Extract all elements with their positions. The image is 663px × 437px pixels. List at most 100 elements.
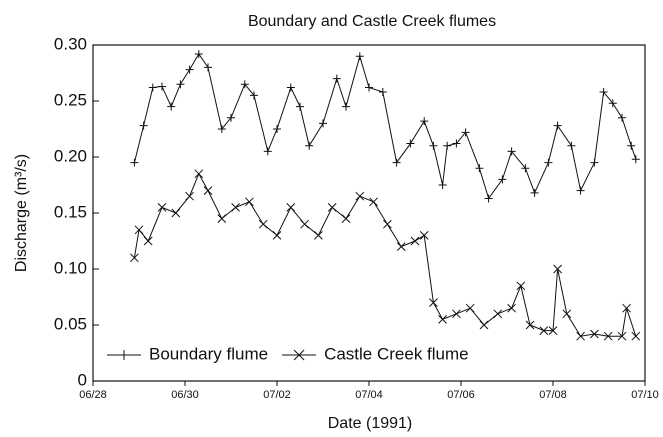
data-point xyxy=(185,191,194,201)
x-axis-label: Date (1991) xyxy=(328,415,413,432)
data-point xyxy=(603,331,613,341)
data-point xyxy=(493,309,503,319)
data-point xyxy=(378,88,387,97)
data-point xyxy=(429,141,438,150)
data-point xyxy=(194,49,203,58)
data-point xyxy=(392,158,401,167)
data-point xyxy=(548,326,558,335)
data-point xyxy=(576,186,585,195)
x-tick-label: 06/28 xyxy=(79,389,107,401)
data-point xyxy=(525,320,535,330)
data-point xyxy=(576,331,585,341)
data-point xyxy=(130,158,139,167)
data-point xyxy=(419,231,429,240)
data-point xyxy=(622,303,631,313)
data-point xyxy=(507,303,516,313)
data-point xyxy=(443,141,452,150)
data-point xyxy=(258,219,268,229)
data-point xyxy=(263,147,272,156)
x-tick-label: 07/10 xyxy=(631,389,659,401)
chart-title: Boundary and Castle Creek flumes xyxy=(248,13,496,30)
data-point xyxy=(158,82,166,91)
data-point xyxy=(250,91,258,100)
data-point xyxy=(617,331,627,341)
data-point xyxy=(157,203,167,212)
series-line xyxy=(133,172,637,337)
y-tick-label: 0 xyxy=(78,370,87,389)
x-tick-label: 07/04 xyxy=(355,389,383,401)
data-point xyxy=(204,63,212,72)
data-point xyxy=(396,242,406,251)
data-point xyxy=(484,194,493,203)
data-point xyxy=(314,231,323,240)
data-point xyxy=(429,298,438,307)
data-point xyxy=(296,102,304,111)
data-point xyxy=(627,141,636,150)
data-point xyxy=(406,139,415,148)
y-tick-label: 0.10 xyxy=(54,258,87,277)
data-point xyxy=(608,99,617,108)
data-point xyxy=(516,281,526,291)
data-point xyxy=(544,158,553,167)
y-tick-label: 0.15 xyxy=(54,202,87,221)
data-point xyxy=(185,65,194,74)
data-point xyxy=(272,231,282,240)
data-point xyxy=(420,117,429,126)
data-point xyxy=(590,329,599,339)
data-point xyxy=(286,83,295,92)
data-point xyxy=(498,175,507,184)
data-point xyxy=(327,203,337,212)
data-point xyxy=(245,197,254,207)
y-axis-label: Discharge (m³/s) xyxy=(13,154,30,272)
data-point xyxy=(618,113,626,122)
y-tick-label: 0.30 xyxy=(54,34,87,53)
data-point xyxy=(355,52,364,61)
data-point xyxy=(553,121,562,130)
data-point xyxy=(273,125,281,133)
x-tick-label: 07/08 xyxy=(539,389,567,401)
data-point xyxy=(590,158,599,167)
data-point xyxy=(139,121,148,130)
data-point xyxy=(342,102,350,111)
data-point xyxy=(452,139,461,148)
data-point xyxy=(203,186,213,195)
data-point xyxy=(286,203,296,212)
data-point xyxy=(217,125,226,133)
data-point xyxy=(365,83,373,92)
data-point xyxy=(171,208,181,218)
data-point xyxy=(530,188,539,197)
data-point xyxy=(130,253,139,263)
data-point xyxy=(631,331,641,341)
data-point xyxy=(148,83,157,92)
data-point xyxy=(475,164,484,173)
data-point xyxy=(227,113,235,122)
data-point xyxy=(231,203,240,212)
data-point xyxy=(562,309,572,319)
data-point xyxy=(134,225,144,235)
data-point xyxy=(217,214,227,223)
y-tick-label: 0.25 xyxy=(54,90,87,109)
series-line xyxy=(133,53,637,200)
data-point xyxy=(465,303,475,313)
data-point xyxy=(410,236,420,246)
data-point xyxy=(369,197,378,207)
x-tick-label: 06/30 xyxy=(171,389,199,401)
data-point xyxy=(240,80,249,89)
data-point xyxy=(553,264,562,274)
data-point xyxy=(332,74,341,83)
legend-marker xyxy=(293,349,305,361)
data-point xyxy=(438,315,447,324)
data-point xyxy=(521,164,530,173)
data-point xyxy=(452,309,461,319)
data-point xyxy=(167,102,176,111)
data-point xyxy=(176,80,185,89)
data-point xyxy=(438,181,447,189)
data-point xyxy=(599,88,608,97)
data-point xyxy=(479,320,489,330)
data-point xyxy=(319,119,327,128)
data-point xyxy=(305,141,314,150)
data-point xyxy=(539,326,549,335)
x-tick-label: 07/02 xyxy=(263,389,291,401)
legend-marker xyxy=(119,350,129,360)
